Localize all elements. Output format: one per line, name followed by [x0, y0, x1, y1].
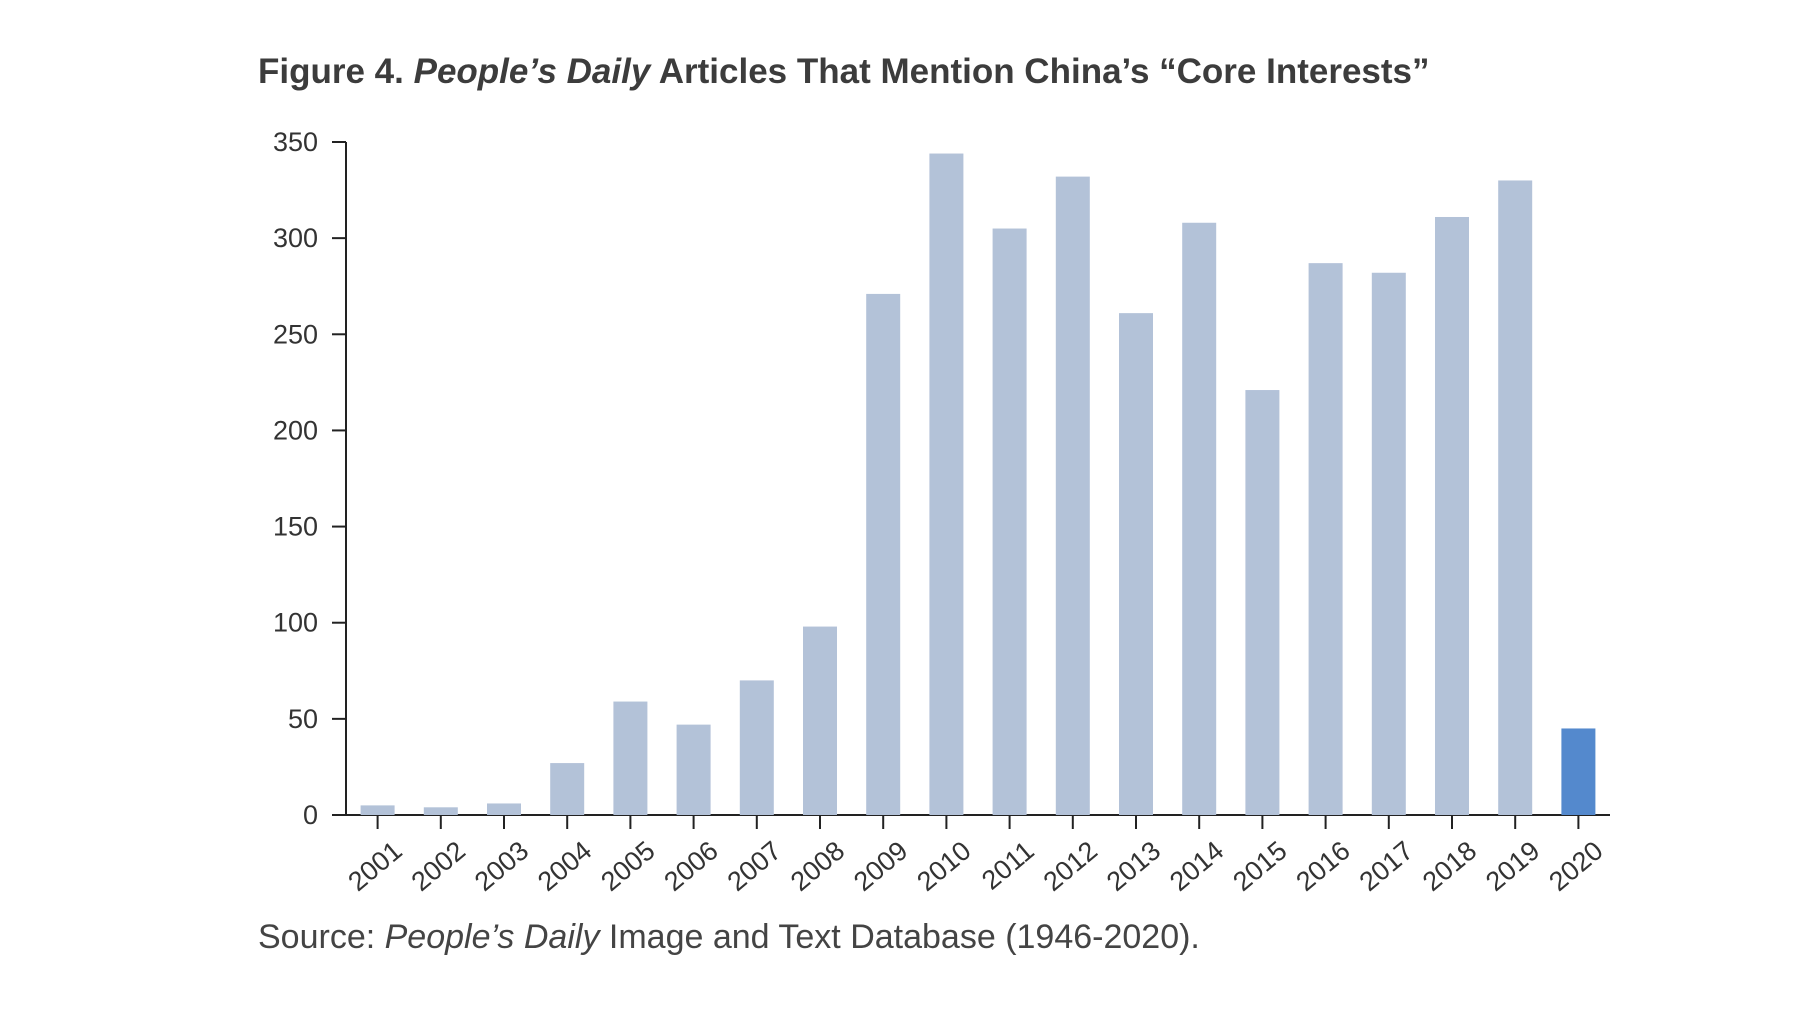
x-tick-label-2002: 2002 — [406, 835, 471, 897]
y-tick-label-250: 250 — [273, 319, 318, 349]
bar-2004 — [550, 763, 585, 815]
x-tick-label-2013: 2013 — [1101, 835, 1166, 897]
x-tick-label-2018: 2018 — [1417, 835, 1482, 897]
bar-2012 — [1055, 176, 1090, 815]
bar-2011 — [992, 228, 1027, 815]
source-note: Source: People’s Daily Image and Text Da… — [258, 918, 1200, 957]
y-tick-label-200: 200 — [273, 415, 318, 445]
bar-2018 — [1435, 216, 1469, 815]
y-tick-label-50: 50 — [288, 704, 318, 734]
x-tick-label-2019: 2019 — [1480, 835, 1545, 897]
x-tick-label-2014: 2014 — [1164, 835, 1229, 897]
source-suffix: Image and Text Database (1946-2020). — [599, 918, 1200, 956]
source-italic: People’s Daily — [384, 918, 600, 956]
y-tick-label-100: 100 — [273, 608, 318, 638]
x-tick-label-2001: 2001 — [342, 835, 407, 897]
x-tick-label-2010: 2010 — [911, 835, 976, 897]
bar-2009 — [866, 293, 901, 815]
x-tick-label-2009: 2009 — [848, 835, 913, 897]
bar-2008 — [803, 626, 837, 815]
y-tick-label-0: 0 — [303, 800, 318, 830]
source-prefix: Source: — [258, 918, 385, 956]
y-tick-label-350: 350 — [273, 127, 318, 157]
chart-title-italic: People’s Daily — [413, 52, 651, 91]
bar-2003 — [487, 803, 521, 815]
bar-2014 — [1182, 222, 1217, 815]
bar-2007 — [739, 680, 774, 815]
bar-2001 — [360, 805, 395, 815]
bar-2015 — [1245, 390, 1280, 815]
bar-2013 — [1119, 313, 1153, 815]
x-tick-label-2005: 2005 — [595, 835, 660, 897]
x-tick-label-2008: 2008 — [785, 835, 850, 897]
x-tick-label-2020: 2020 — [1543, 835, 1608, 897]
chart-title: Figure 4. People’s Daily Articles That M… — [258, 52, 1430, 92]
bar-2016 — [1308, 263, 1343, 815]
bar-2002 — [423, 807, 458, 815]
chart-title-prefix: Figure 4. — [258, 52, 414, 91]
bar-2006 — [676, 724, 711, 815]
bar-2020 — [1561, 728, 1596, 815]
x-tick-label-2015: 2015 — [1227, 835, 1292, 897]
x-tick-label-2006: 2006 — [658, 835, 723, 897]
y-tick-label-300: 300 — [273, 223, 318, 253]
y-tick-label-150: 150 — [273, 512, 318, 542]
chart-title-suffix: Articles That Mention China’s “Core Inte… — [650, 52, 1430, 91]
x-tick-label-2017: 2017 — [1354, 835, 1419, 897]
x-tick-label-2011: 2011 — [976, 835, 1040, 895]
x-tick-label-2003: 2003 — [469, 835, 534, 897]
bar-2017 — [1371, 272, 1406, 815]
bar-2010 — [929, 153, 964, 816]
bar-2005 — [613, 701, 648, 815]
bar-2019 — [1498, 180, 1533, 815]
x-tick-label-2004: 2004 — [532, 835, 597, 897]
x-tick-label-2012: 2012 — [1038, 835, 1103, 897]
x-tick-label-2007: 2007 — [722, 835, 787, 897]
x-tick-label-2016: 2016 — [1290, 835, 1355, 897]
